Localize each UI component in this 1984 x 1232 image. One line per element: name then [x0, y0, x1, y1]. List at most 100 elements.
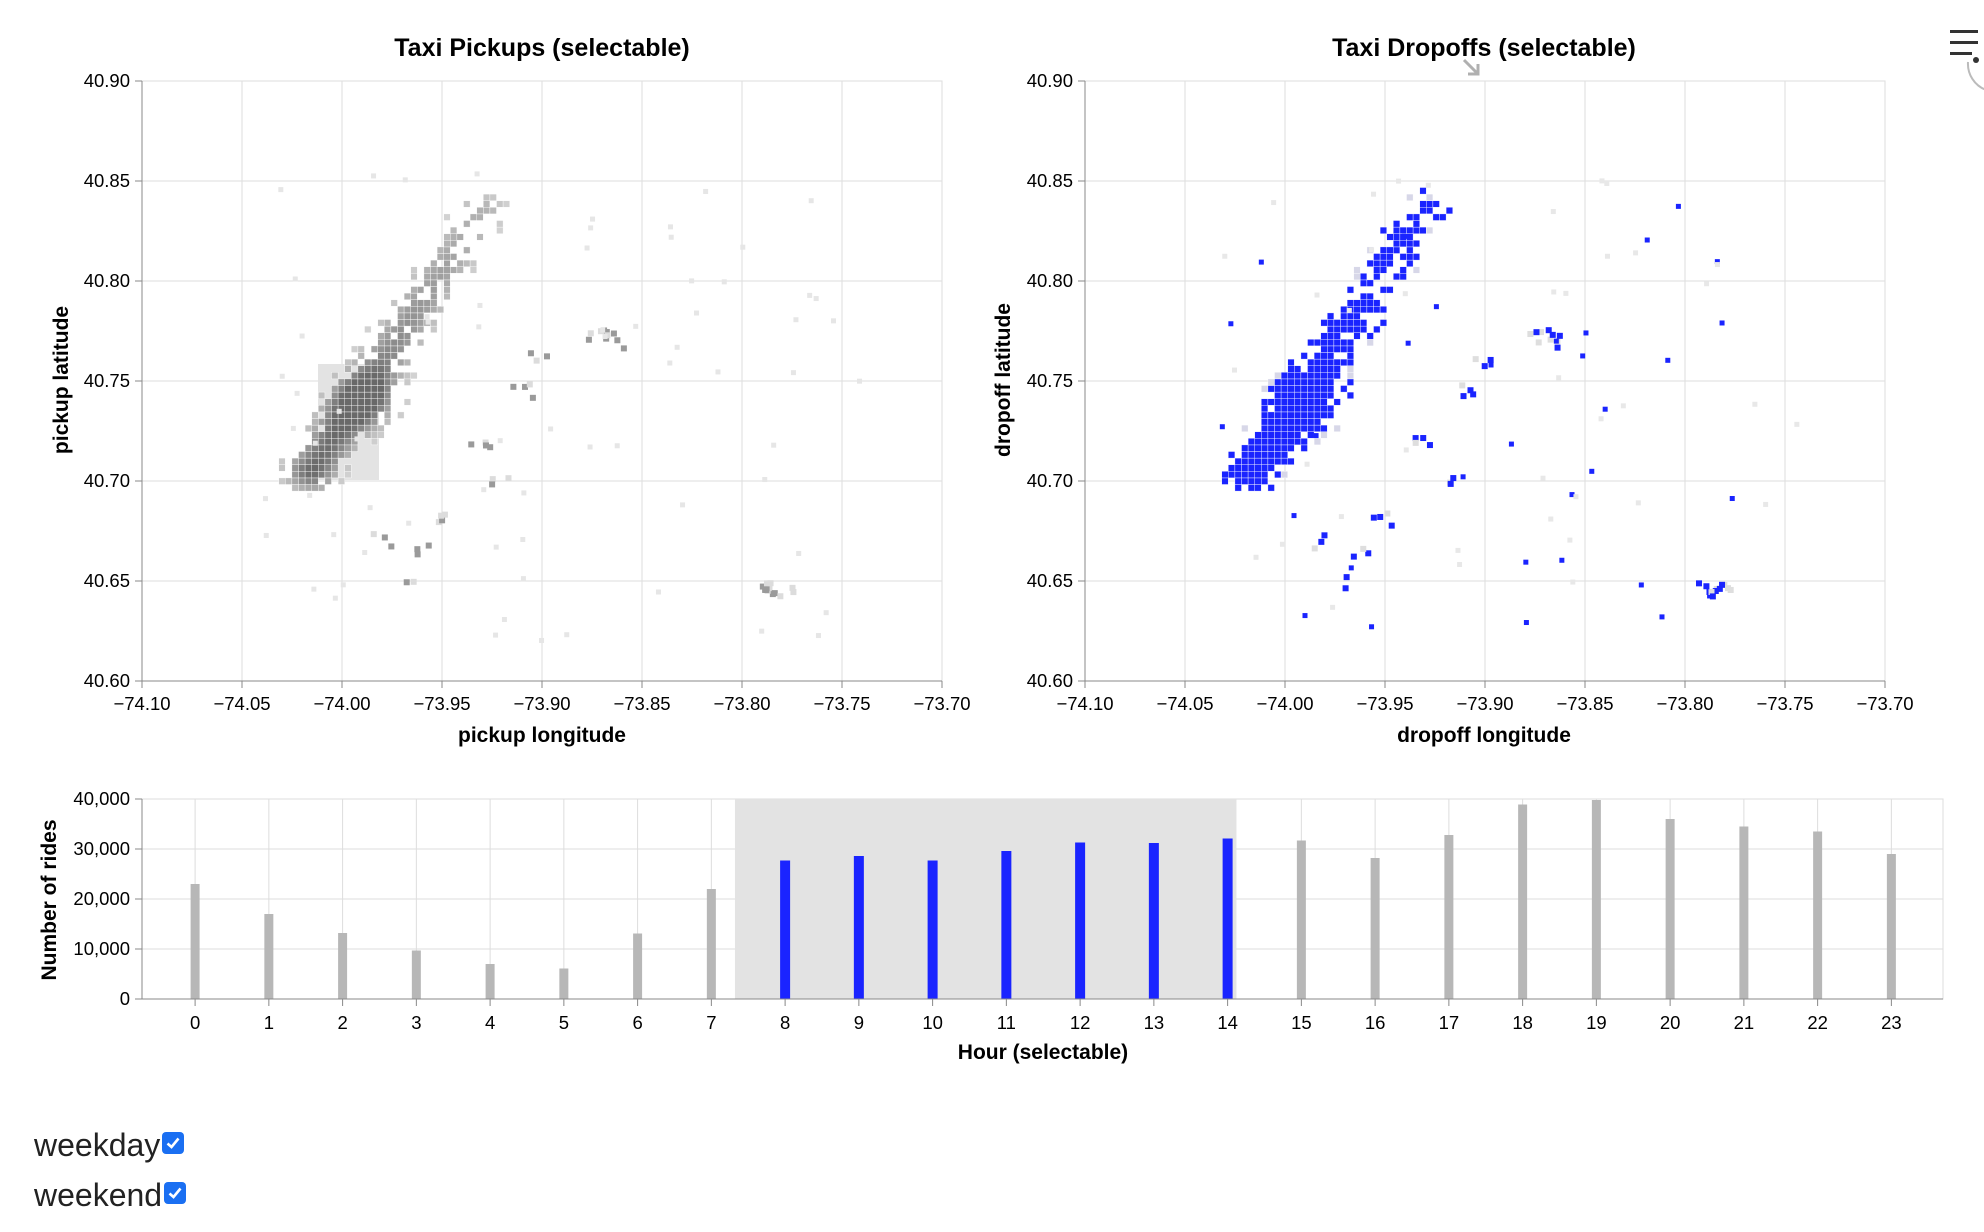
pickups-bin	[351, 444, 359, 452]
pickups-bin	[311, 586, 317, 592]
dropoffs-bin	[1274, 372, 1282, 380]
dropoffs-bin	[1379, 306, 1387, 314]
pickups-bin	[497, 438, 503, 444]
dropoffs-bin	[1620, 403, 1626, 409]
dropoffs-x-tick-label: −74.10	[1056, 693, 1113, 714]
dropoffs-bin	[1261, 438, 1269, 446]
dropoffs-bin	[1346, 312, 1354, 320]
dropoffs-bin	[1261, 431, 1269, 439]
dropoffs-bin	[1412, 240, 1420, 248]
dropoffs-y-tick-label: 40.60	[1027, 670, 1073, 691]
dropoffs-bin	[1232, 367, 1238, 373]
dropoffs-bin	[1460, 393, 1467, 400]
dropoffs-bin	[1369, 624, 1375, 630]
pickups-bin	[370, 431, 378, 439]
pickups-bin	[357, 418, 365, 426]
dropoffs-x-tick-label: −73.70	[1856, 693, 1913, 714]
pickups-bin	[354, 436, 360, 442]
pickups-bin	[603, 329, 610, 336]
pickups-bin	[304, 444, 312, 452]
dropoffs-bin	[1333, 424, 1341, 432]
dropoffs-bin	[1393, 220, 1401, 228]
pickups-bin	[304, 424, 312, 432]
dropoffs-chart[interactable]: Taxi Dropoffs (selectable) −74.10 −74.05−…	[992, 34, 1914, 747]
pickups-bin	[620, 345, 627, 352]
dropoffs-bin	[1333, 319, 1341, 327]
pickups-bin	[318, 451, 326, 459]
dropoffs-bin	[1714, 259, 1720, 265]
dropoffs-bin	[1373, 306, 1381, 314]
dropoffs-bin	[1234, 477, 1242, 485]
dropoffs-bin	[1307, 372, 1315, 380]
dropoffs-bin	[1551, 289, 1557, 295]
dropoffs-bin	[1313, 433, 1319, 439]
dropoffs-bin	[1280, 444, 1288, 452]
pickups-bin	[674, 344, 680, 350]
weekday-control[interactable]: weekday	[34, 1120, 186, 1170]
pickups-bin	[823, 610, 829, 616]
pickups-bin	[397, 411, 405, 419]
dropoffs-bin	[1353, 266, 1361, 274]
weekday-checkbox[interactable]	[162, 1132, 185, 1154]
dropoffs-bin	[1221, 477, 1229, 485]
pickups-bin	[384, 325, 392, 333]
dropoffs-grid	[1084, 80, 1886, 682]
dropoffs-bin	[1294, 372, 1302, 380]
pickups-bin	[789, 584, 796, 591]
pickups-bin	[689, 278, 695, 284]
dropoffs-bin	[1234, 471, 1242, 479]
pickups-bin	[410, 273, 418, 281]
pickups-chart[interactable]: Taxi Pickups (selectable) −74.10 −74.05 −7…	[50, 34, 971, 747]
dropoffs-bin	[1379, 319, 1387, 327]
pickups-bin	[436, 306, 444, 314]
dropoffs-bin	[1320, 319, 1328, 327]
dropoffs-bin	[1426, 442, 1433, 449]
dropoffs-bin	[1254, 451, 1262, 459]
dropoffs-bin	[1675, 203, 1681, 209]
dropoffs-bin	[1261, 451, 1269, 459]
pickups-bin	[318, 484, 326, 492]
dropoffs-bin	[1234, 464, 1242, 472]
pickups-bin	[450, 253, 458, 261]
pickups-bin	[337, 378, 345, 386]
hour-x-tick-label: 3	[411, 1012, 421, 1033]
hamburger-menu-button[interactable]	[1946, 22, 1984, 92]
hour-selection-brush[interactable]	[734, 799, 1237, 999]
dropoffs-bin	[1447, 480, 1454, 487]
dropoffs-bin	[1300, 438, 1308, 446]
dropoffs-bin	[1318, 538, 1325, 545]
pickups-bin	[390, 299, 398, 307]
dropoffs-bin	[1300, 372, 1308, 380]
dropoffs-bin	[1569, 492, 1575, 498]
pickups-bin	[436, 246, 444, 254]
dropoffs-bin	[1420, 435, 1427, 442]
pickups-bin	[344, 385, 352, 393]
pickups-axes: −74.10 −74.05 −74.00 −73.95 −73.90 −73.85 −73.…	[84, 70, 971, 714]
dropoffs-bin	[1369, 247, 1375, 253]
dropoffs-bin	[1313, 424, 1321, 432]
pickups-bin	[331, 398, 339, 406]
dropoffs-bin	[1633, 250, 1639, 256]
pickups-bin	[456, 233, 464, 241]
weekend-checkbox[interactable]	[164, 1182, 187, 1204]
dropoffs-bin	[1327, 358, 1335, 366]
dropoffs-bin	[1267, 438, 1275, 446]
dropoffs-bin	[1412, 220, 1420, 228]
weekend-control[interactable]: weekend	[34, 1170, 187, 1220]
dropoffs-bin	[1379, 246, 1387, 254]
pickups-bin	[436, 273, 444, 281]
dropoffs-bin	[1280, 385, 1288, 393]
pickups-bin	[344, 444, 352, 452]
pickups-bin	[377, 378, 385, 386]
hour-bar	[1518, 804, 1528, 999]
dropoffs-bin	[1346, 339, 1354, 347]
dropoffs-bin	[1241, 477, 1249, 485]
pickups-bin	[790, 589, 797, 596]
dropoffs-bin	[1287, 385, 1295, 393]
pickups-x-tick-label: −74.05	[213, 693, 270, 714]
dropoffs-bin	[1294, 391, 1302, 399]
dropoffs-bin	[1340, 319, 1348, 327]
dropoffs-bin	[1267, 431, 1275, 439]
pickups-bin	[740, 244, 746, 250]
